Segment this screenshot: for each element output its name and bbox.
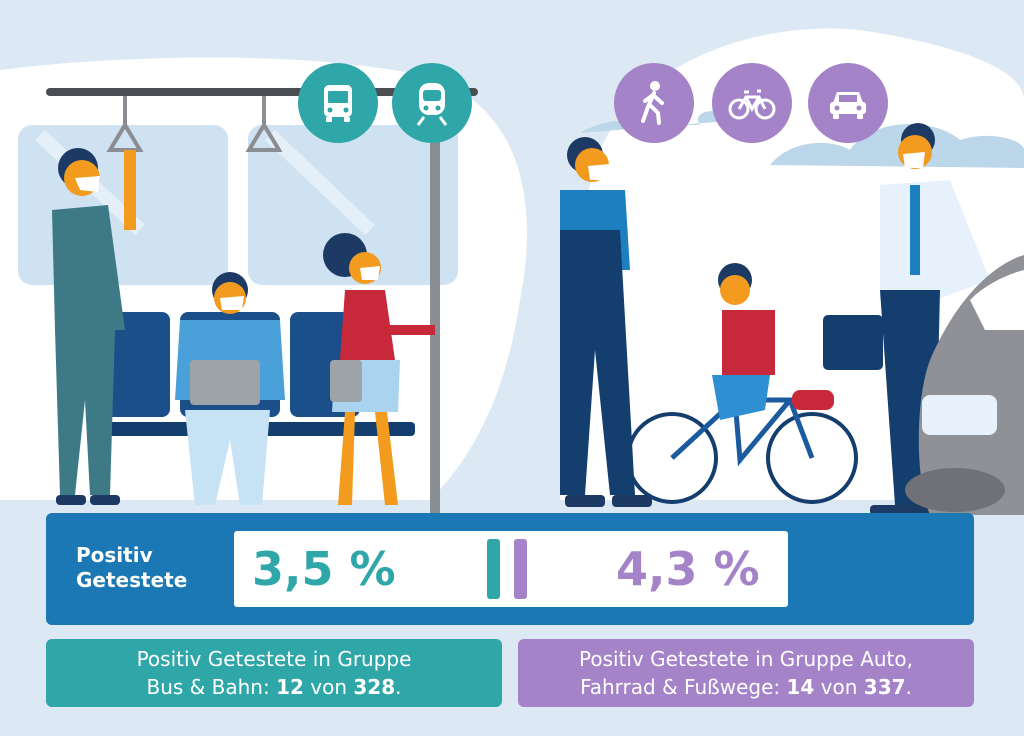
walking-icon — [614, 63, 694, 143]
cyclist-boy — [626, 263, 858, 504]
car — [905, 255, 1024, 515]
divider-bus — [487, 539, 500, 599]
caption-line: Fahrrad & Fußwege: 14 von 337. — [518, 673, 974, 701]
label-line-getestete: Getestete — [76, 568, 188, 592]
bus-icon — [298, 63, 378, 143]
caption-text: von — [814, 675, 864, 699]
bus-percent: 3,5 % — [252, 542, 396, 596]
caption-line: Positiv Getestete in Gruppe — [136, 647, 412, 671]
tram-pole — [430, 130, 440, 515]
pedestrian-woman — [560, 137, 652, 507]
passenger-girl — [323, 233, 435, 505]
bus-group-caption: Positiv Getestete in Gruppe Bus & Bahn: … — [46, 639, 502, 707]
caption-text: Fahrrad & Fußwege: — [580, 675, 787, 699]
pedestrian-businessman — [823, 123, 990, 515]
positive-count: 12 — [276, 675, 304, 699]
cloud — [770, 123, 1024, 168]
auto-group-caption: Positiv Getestete in Gruppe Auto, Fahrra… — [518, 639, 974, 707]
passenger-seated — [175, 272, 285, 505]
bicycle-icon — [712, 63, 792, 143]
total-count: 328 — [353, 675, 396, 699]
caption-line: Positiv Getestete in Gruppe Auto, — [578, 647, 913, 671]
train-icon — [392, 63, 472, 143]
caption-line: Bus & Bahn: 12 von 328. — [46, 673, 502, 701]
passenger-standing — [52, 148, 136, 505]
caption-text: Bus & Bahn: — [146, 675, 277, 699]
caption-text: . — [905, 675, 912, 699]
cloud — [580, 110, 740, 133]
percent-panel: 3,5 % 4,3 % — [234, 531, 788, 607]
label-line-positiv: Positiv — [76, 543, 153, 567]
caption-text: . — [395, 675, 402, 699]
caption-text: von — [303, 675, 354, 699]
auto-percent: 4,3 % — [616, 542, 760, 596]
divider-auto — [514, 539, 527, 599]
total-count: 337 — [863, 675, 906, 699]
result-bar: Positiv Getestete 3,5 % 4,3 % — [46, 513, 974, 625]
result-bar-label: Positiv Getestete — [76, 543, 187, 593]
car-icon — [808, 63, 888, 143]
positive-count: 14 — [786, 675, 815, 699]
